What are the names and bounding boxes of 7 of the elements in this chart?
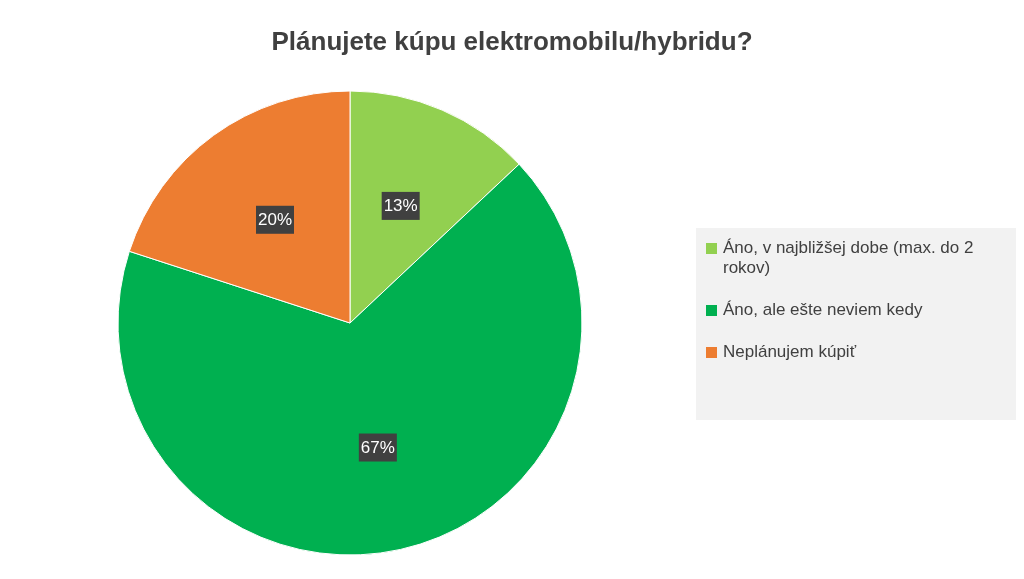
legend-label: Áno, v najbližšej dobe (max. do 2 rokov) xyxy=(723,238,975,278)
data-label: 20% xyxy=(257,210,293,230)
data-label: 13% xyxy=(383,196,418,216)
data-label: 67% xyxy=(360,438,395,458)
legend-label: Neplánujem kúpiť xyxy=(723,342,857,362)
legend-label: Áno, ale ešte neviem kedy xyxy=(723,300,923,320)
chart-title: Plánujete kúpu elektromobilu/hybridu? xyxy=(270,26,754,57)
